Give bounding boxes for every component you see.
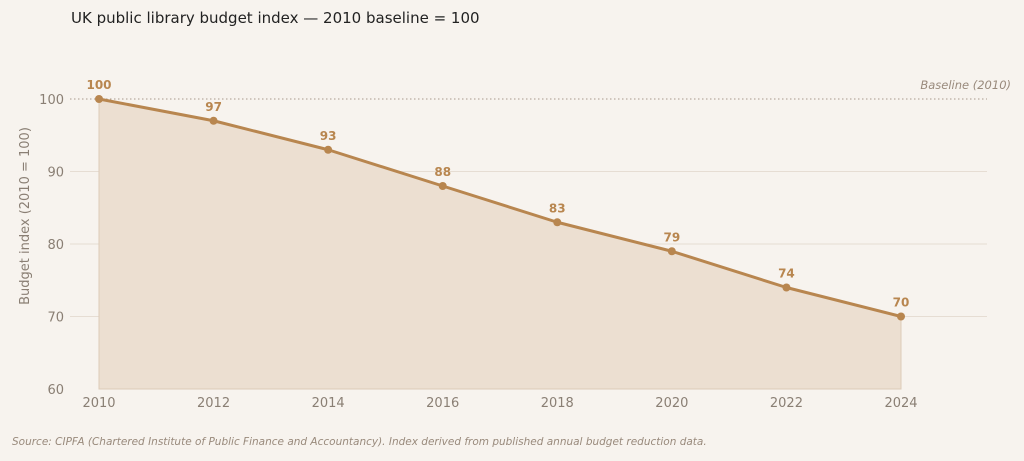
y-tick-100: 100: [39, 93, 64, 108]
data-points: [95, 95, 905, 321]
data-label-2022: 74: [778, 267, 795, 281]
y-tick-70: 70: [47, 311, 64, 326]
data-point-2018: [553, 218, 562, 227]
x-tick-2022: 2022: [770, 396, 803, 411]
data-label-2024: 70: [893, 296, 910, 310]
x-tick-2018: 2018: [541, 396, 574, 411]
x-tick-2014: 2014: [312, 396, 345, 411]
data-label-2010: 100: [86, 78, 111, 92]
y-tick-80: 80: [47, 238, 64, 253]
data-label-2014: 93: [320, 129, 337, 143]
x-tick-2024: 2024: [884, 396, 917, 411]
baseline-label: Baseline (2010): [920, 78, 1011, 92]
data-label-2012: 97: [205, 100, 222, 114]
x-tick-2016: 2016: [426, 396, 459, 411]
y-axis-label: Budget index (2010 = 100): [18, 127, 33, 305]
data-point-2022: [782, 283, 791, 292]
data-point-2024: [897, 312, 905, 321]
data-labels: 100 97 93 88 83 79 74 70: [86, 78, 909, 310]
y-tick-60: 60: [47, 383, 64, 398]
x-tick-2012: 2012: [197, 396, 230, 411]
data-point-2020: [667, 247, 676, 256]
source-note: Source: CIPFA (Chartered Institute of Pu…: [12, 436, 707, 448]
x-axis-ticks: 2010 2012 2014 2016 2018 2020 2022 2024: [82, 396, 917, 411]
chart-title: UK public library budget index — 2010 ba…: [71, 9, 480, 27]
data-label-2020: 79: [664, 230, 681, 244]
data-point-2010: [95, 95, 103, 103]
y-axis-ticks: 60 70 80 90 100: [39, 93, 64, 398]
data-point-2012: [209, 116, 218, 125]
x-tick-2020: 2020: [655, 396, 688, 411]
data-point-2016: [438, 182, 447, 190]
series-line: [98, 97, 902, 318]
x-tick-2010: 2010: [82, 396, 115, 411]
data-point-2014: [324, 145, 333, 154]
y-tick-90: 90: [47, 166, 64, 181]
data-label-2018: 83: [549, 201, 566, 215]
data-label-2016: 88: [434, 165, 451, 179]
